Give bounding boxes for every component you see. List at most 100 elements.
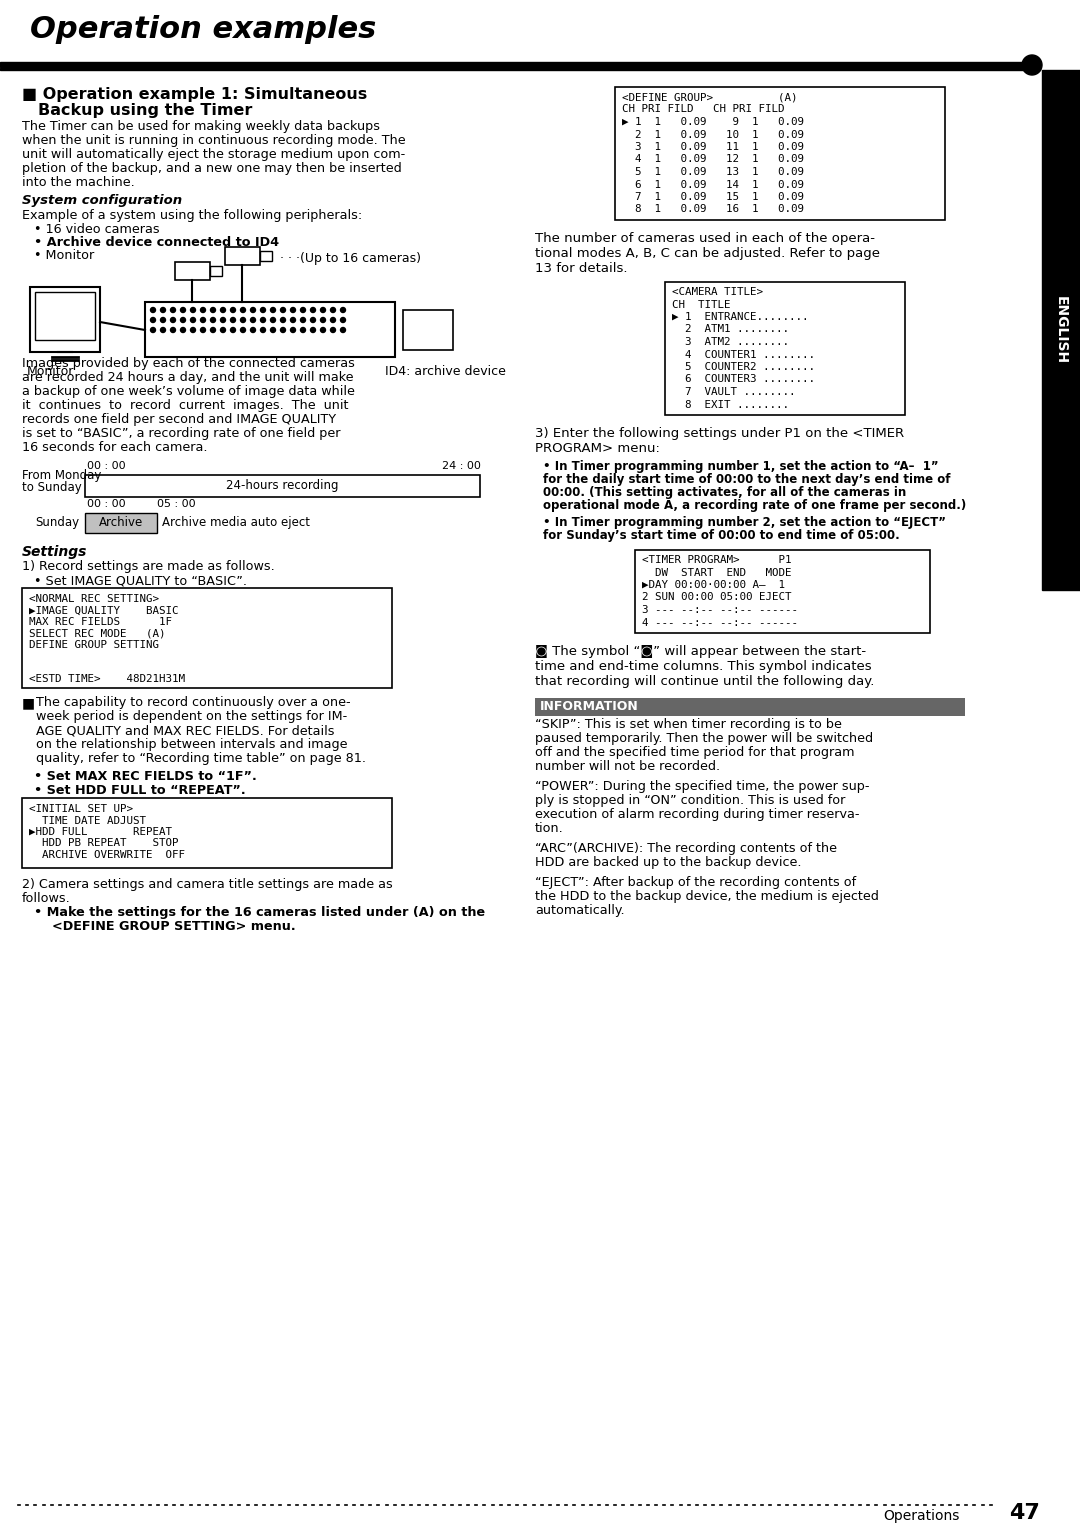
Text: follows.: follows. <box>22 892 71 905</box>
Text: The capability to record continuously over a one-: The capability to record continuously ov… <box>36 695 351 709</box>
Text: <INITIAL SET UP>: <INITIAL SET UP> <box>29 804 133 814</box>
Text: ▶IMAGE QUALITY    BASIC: ▶IMAGE QUALITY BASIC <box>29 605 178 616</box>
Text: DEFINE GROUP SETTING: DEFINE GROUP SETTING <box>29 640 159 649</box>
Text: is set to “BASIC”, a recording rate of one field per: is set to “BASIC”, a recording rate of o… <box>22 426 340 440</box>
Bar <box>225 248 260 264</box>
Text: Images provided by each of the connected cameras: Images provided by each of the connected… <box>22 358 355 370</box>
Text: ◙ The symbol “◙” will appear between the start-: ◙ The symbol “◙” will appear between the… <box>535 645 866 659</box>
Bar <box>30 287 100 351</box>
Circle shape <box>270 327 275 333</box>
Text: tional modes A, B, C can be adjusted. Refer to page: tional modes A, B, C can be adjusted. Re… <box>535 248 880 260</box>
Text: 7  VAULT ........: 7 VAULT ........ <box>672 387 796 397</box>
Text: execution of alarm recording during timer reserva-: execution of alarm recording during time… <box>535 808 860 821</box>
Text: SELECT REC MODE   (A): SELECT REC MODE (A) <box>29 628 165 639</box>
Circle shape <box>260 307 266 313</box>
Text: for Sunday’s start time of 00:00 to end time of 05:00.: for Sunday’s start time of 00:00 to end … <box>543 529 900 542</box>
Bar <box>260 251 272 261</box>
Circle shape <box>171 327 175 333</box>
Text: 47: 47 <box>1010 1504 1040 1523</box>
Text: <DEFINE GROUP>          (A): <DEFINE GROUP> (A) <box>622 92 797 102</box>
Text: ■ Operation example 1: Simultaneous: ■ Operation example 1: Simultaneous <box>22 87 367 102</box>
Text: AGE QUALITY and MAX REC FIELDS. For details: AGE QUALITY and MAX REC FIELDS. For deta… <box>36 724 335 736</box>
Circle shape <box>281 327 285 333</box>
Text: 3) Enter the following settings under P1 on the <TIMER: 3) Enter the following settings under P1… <box>535 426 904 440</box>
Text: Operation examples: Operation examples <box>30 15 376 44</box>
Text: MAX REC FIELDS      1F: MAX REC FIELDS 1F <box>29 617 172 626</box>
Text: Archive: Archive <box>99 516 144 529</box>
Bar <box>145 303 395 358</box>
Text: pletion of the backup, and a new one may then be inserted: pletion of the backup, and a new one may… <box>22 162 402 176</box>
Circle shape <box>150 318 156 322</box>
Text: • Make the settings for the 16 cameras listed under (A) on the: • Make the settings for the 16 cameras l… <box>33 906 485 918</box>
Text: automatically.: automatically. <box>535 905 624 917</box>
Circle shape <box>220 307 226 313</box>
Text: 6  COUNTER3 ........: 6 COUNTER3 ........ <box>672 374 815 385</box>
Circle shape <box>241 318 245 322</box>
Bar <box>535 698 966 717</box>
Circle shape <box>340 327 346 333</box>
Circle shape <box>270 307 275 313</box>
Circle shape <box>150 327 156 333</box>
Text: 3  ATM2 ........: 3 ATM2 ........ <box>672 338 789 347</box>
Text: time and end-time columns. This symbol indicates: time and end-time columns. This symbol i… <box>535 660 872 672</box>
Text: <ESTD TIME>    48D21H31M: <ESTD TIME> 48D21H31M <box>29 674 185 685</box>
Bar <box>22 798 392 868</box>
Text: the HDD to the backup device, the medium is ejected: the HDD to the backup device, the medium… <box>535 889 879 903</box>
Text: 05 : 00: 05 : 00 <box>157 500 195 509</box>
Text: System configuration: System configuration <box>22 194 183 206</box>
Text: <DEFINE GROUP SETTING> menu.: <DEFINE GROUP SETTING> menu. <box>33 920 296 934</box>
Circle shape <box>251 307 256 313</box>
Circle shape <box>220 327 226 333</box>
Circle shape <box>241 307 245 313</box>
Circle shape <box>171 307 175 313</box>
Text: to Sunday: to Sunday <box>22 481 82 494</box>
Text: when the unit is running in continuous recording mode. The: when the unit is running in continuous r… <box>22 134 406 147</box>
Text: that recording will continue until the following day.: that recording will continue until the f… <box>535 675 875 688</box>
Text: <CAMERA TITLE>: <CAMERA TITLE> <box>672 287 762 296</box>
Circle shape <box>281 318 285 322</box>
Text: tion.: tion. <box>535 822 564 834</box>
Circle shape <box>300 318 306 322</box>
Circle shape <box>190 307 195 313</box>
Text: ply is stopped in “ON” condition. This is used for: ply is stopped in “ON” condition. This i… <box>535 795 846 807</box>
Circle shape <box>251 327 256 333</box>
Circle shape <box>230 318 235 322</box>
Circle shape <box>230 307 235 313</box>
Text: 24 : 00: 24 : 00 <box>442 461 481 471</box>
Text: records one field per second and IMAGE QUALITY: records one field per second and IMAGE Q… <box>22 413 336 426</box>
Bar <box>22 588 392 688</box>
Circle shape <box>270 318 275 322</box>
Circle shape <box>241 327 245 333</box>
Text: PROGRAM> menu:: PROGRAM> menu: <box>535 442 660 455</box>
Text: week period is dependent on the settings for IM-: week period is dependent on the settings… <box>36 711 348 723</box>
Bar <box>665 283 905 416</box>
Circle shape <box>211 307 216 313</box>
Text: “POWER”: During the specified time, the power sup-: “POWER”: During the specified time, the … <box>535 779 869 793</box>
Text: operational mode A, a recording rate of one frame per second.): operational mode A, a recording rate of … <box>543 500 967 512</box>
Text: ■: ■ <box>22 695 36 711</box>
Circle shape <box>161 318 165 322</box>
Text: 13 for details.: 13 for details. <box>535 261 627 275</box>
Circle shape <box>330 307 336 313</box>
Text: • In Timer programming number 2, set the action to “EJECT”: • In Timer programming number 2, set the… <box>543 516 946 529</box>
Text: ▶ 1  1   0.09    9  1   0.09: ▶ 1 1 0.09 9 1 0.09 <box>622 118 804 127</box>
Text: 2  ATM1 ........: 2 ATM1 ........ <box>672 324 789 335</box>
Bar <box>175 261 210 280</box>
Text: ID4: archive device: ID4: archive device <box>384 365 505 377</box>
Text: <TIMER PROGRAM>      P1: <TIMER PROGRAM> P1 <box>642 555 792 565</box>
Text: 00 : 00: 00 : 00 <box>87 461 125 471</box>
Text: “EJECT”: After backup of the recording contents of: “EJECT”: After backup of the recording c… <box>535 876 856 889</box>
Circle shape <box>161 327 165 333</box>
Text: 8  EXIT ........: 8 EXIT ........ <box>672 399 789 410</box>
Text: HDD are backed up to the backup device.: HDD are backed up to the backup device. <box>535 856 801 869</box>
Text: number will not be recorded.: number will not be recorded. <box>535 759 720 773</box>
Circle shape <box>180 307 186 313</box>
Circle shape <box>330 318 336 322</box>
Text: • 16 video cameras: • 16 video cameras <box>33 223 160 235</box>
Text: Example of a system using the following peripherals:: Example of a system using the following … <box>22 209 362 222</box>
Circle shape <box>1022 55 1042 75</box>
Circle shape <box>260 318 266 322</box>
Text: into the machine.: into the machine. <box>22 176 135 189</box>
Text: 24-hours recording: 24-hours recording <box>226 478 338 492</box>
Circle shape <box>311 318 315 322</box>
